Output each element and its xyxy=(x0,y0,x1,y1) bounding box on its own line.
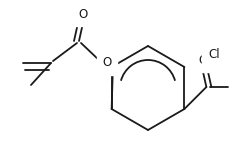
Text: O: O xyxy=(198,54,208,66)
Text: O: O xyxy=(78,8,88,21)
Text: O: O xyxy=(102,57,112,69)
Text: Cl: Cl xyxy=(208,48,220,62)
